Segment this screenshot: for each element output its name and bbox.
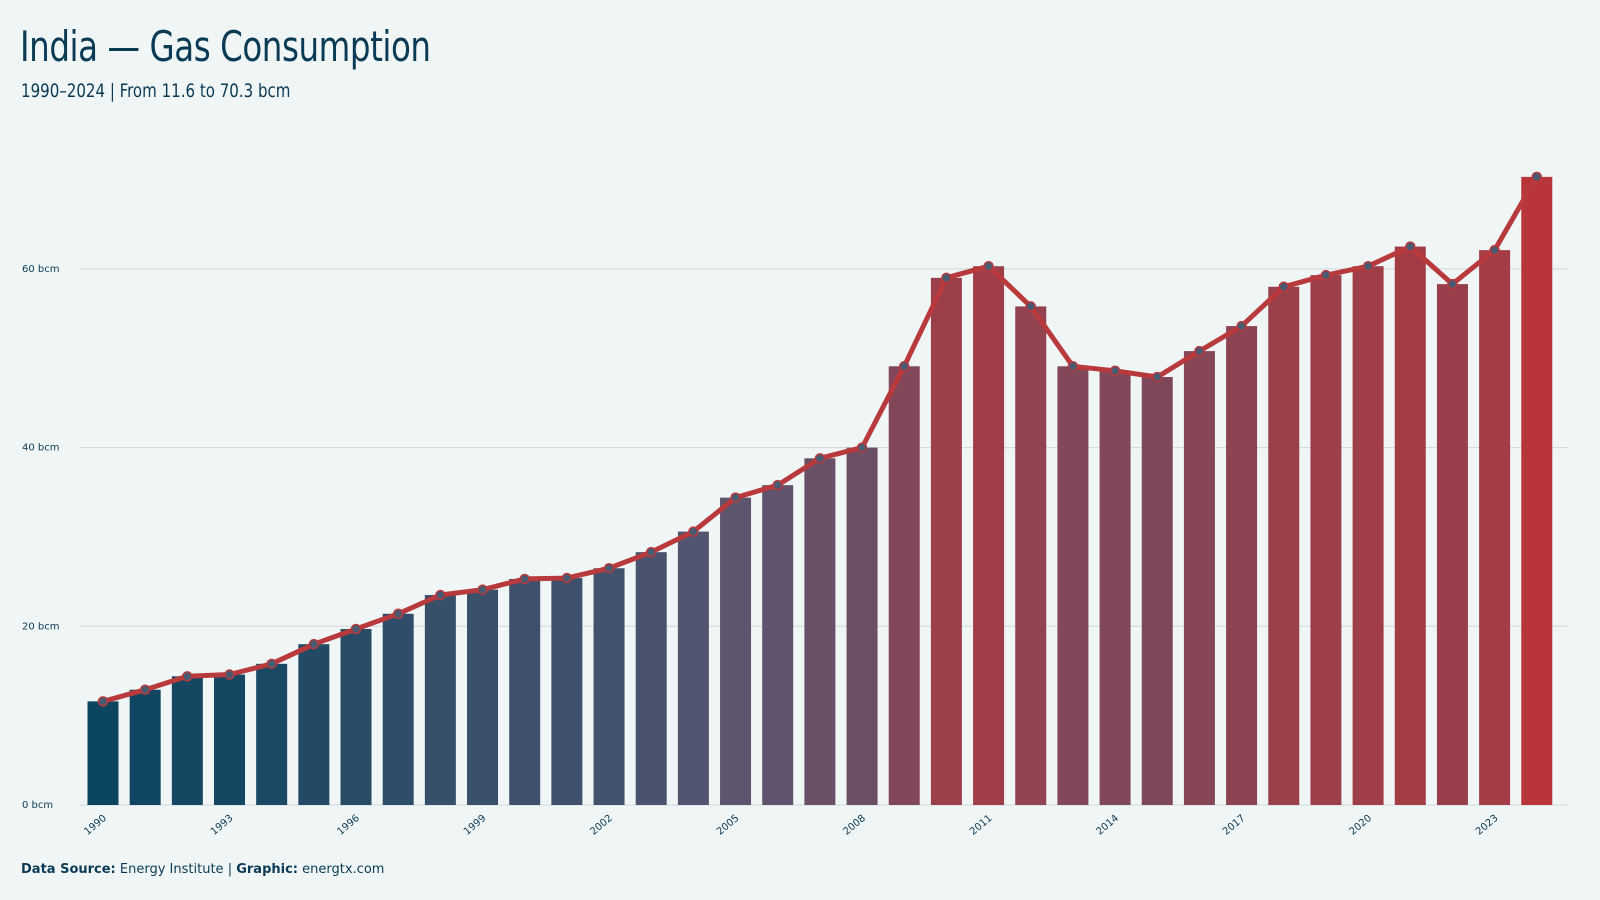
marker-2006: [772, 479, 783, 491]
marker-2012: [1025, 301, 1036, 312]
marker-2000: [519, 573, 530, 585]
marker-2016: [1194, 345, 1205, 357]
bar-2013: [1057, 366, 1089, 805]
x-tick-label: 2014: [1094, 813, 1121, 838]
y-tick-label: 20 bcm: [22, 621, 60, 632]
markers: [97, 171, 1543, 707]
x-tick-label: 1990: [82, 813, 109, 838]
chart-title: India — Gas Consumption: [20, 22, 431, 71]
bar-1999: [467, 589, 499, 805]
marker-2011: [983, 260, 994, 272]
bar-2007: [804, 458, 836, 805]
marker-2015: [1152, 371, 1163, 383]
x-tick-label: 2017: [1221, 813, 1248, 838]
bar-2000: [509, 578, 541, 805]
bar-1993: [214, 674, 246, 805]
bar-2019: [1310, 275, 1342, 805]
marker-1993: [224, 669, 235, 680]
source-value: Energy Institute: [119, 862, 224, 877]
x-axis-ticks: 1990 1993 1996 1999 2002 2005 2008 2011 2014 2017…: [82, 813, 1500, 838]
bar-2018: [1268, 286, 1300, 805]
marker-2019: [1320, 269, 1332, 281]
x-tick-label: 2011: [968, 813, 995, 838]
bar-2009: [888, 366, 920, 805]
bar-2020: [1352, 266, 1384, 806]
x-tick-label: 2005: [715, 813, 742, 838]
y-axis-ticks: 0 bcm 20 bcm 40 bcm 60 bcm: [22, 264, 60, 811]
bar-1994: [256, 663, 288, 805]
marker-2020: [1362, 260, 1374, 272]
marker-1999: [477, 584, 488, 595]
bar-2010: [930, 277, 962, 806]
marker-2022: [1447, 278, 1458, 290]
bar-1997: [382, 613, 414, 805]
bar-2003: [635, 552, 667, 805]
footer-credits: Data Source: Energy Institute | Graphic:…: [21, 862, 384, 877]
marker-1992: [182, 671, 193, 682]
bar-1991: [129, 689, 161, 805]
y-tick-label: 60 bcm: [22, 264, 60, 275]
x-tick-label: 2023: [1474, 813, 1501, 838]
marker-1996: [350, 623, 362, 635]
marker-2010: [941, 272, 952, 284]
bars: [87, 176, 1553, 806]
marker-1991: [139, 684, 151, 695]
marker-1995: [308, 638, 320, 650]
marker-1994: [266, 658, 277, 670]
marker-2023: [1489, 244, 1500, 256]
x-tick-label: 2008: [841, 813, 868, 838]
x-tick-label: 1999: [462, 813, 489, 838]
bar-1990: [87, 701, 119, 805]
marker-2014: [1109, 365, 1121, 377]
y-tick-label: 0 bcm: [22, 800, 53, 811]
marker-2005: [730, 492, 741, 503]
marker-2002: [603, 562, 615, 574]
bar-1996: [340, 628, 372, 805]
bar-2002: [593, 568, 625, 805]
bar-2016: [1183, 351, 1215, 805]
marker-2009: [898, 361, 910, 372]
bar-2005: [720, 497, 752, 805]
x-tick-label: 1993: [209, 813, 236, 838]
bar-2024: [1521, 176, 1553, 805]
bar-2004: [677, 531, 709, 805]
chart-subtitle: 1990–2024 | From 11.6 to 70.3 bcm: [21, 80, 291, 102]
marker-2018: [1278, 281, 1290, 293]
marker-1997: [392, 608, 404, 620]
bar-2021: [1394, 246, 1426, 805]
bar-2011: [973, 266, 1005, 806]
bar-2014: [1099, 370, 1131, 805]
x-tick-label: 2002: [588, 813, 615, 838]
marker-2008: [856, 442, 868, 453]
y-tick-label: 40 bcm: [22, 443, 60, 454]
bar-1998: [424, 595, 456, 805]
marker-1998: [435, 589, 446, 601]
bar-2012: [1015, 306, 1047, 805]
x-tick-label: 1996: [335, 813, 362, 838]
bar-2001: [551, 578, 583, 805]
bar-2015: [1141, 377, 1173, 805]
marker-2021: [1405, 241, 1416, 252]
marker-2024: [1531, 171, 1543, 183]
marker-2013: [1067, 361, 1079, 372]
marker-1990: [97, 696, 109, 707]
footer-separator: |: [227, 862, 233, 877]
bar-1992: [171, 676, 203, 805]
bar-1995: [298, 644, 330, 805]
bar-2008: [846, 447, 878, 805]
graphic-value: energtx.com: [302, 862, 385, 877]
source-label: Data Source:: [21, 862, 116, 877]
bar-2006: [762, 485, 794, 805]
graphic-label: Graphic:: [236, 862, 298, 877]
bar-2022: [1436, 284, 1468, 806]
marker-2007: [814, 453, 826, 464]
bar-2023: [1479, 250, 1511, 806]
marker-2003: [645, 546, 657, 558]
marker-2017: [1236, 320, 1247, 332]
bar-2017: [1226, 326, 1258, 805]
x-tick-label: 2020: [1347, 813, 1374, 838]
marker-2004: [688, 526, 699, 537]
marker-2001: [561, 572, 573, 584]
